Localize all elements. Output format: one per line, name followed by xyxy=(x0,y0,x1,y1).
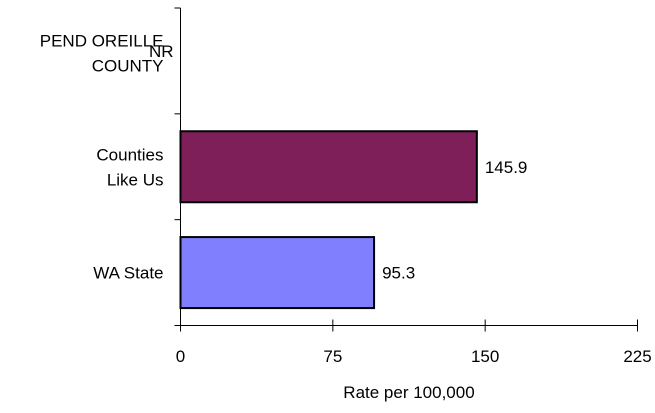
bar xyxy=(179,130,478,204)
y-tick-label: Counties xyxy=(96,145,163,164)
x-tick-label: 150 xyxy=(471,347,499,366)
y-tick-label: COUNTY xyxy=(92,56,164,75)
x-tick-label: 225 xyxy=(623,347,651,366)
y-tick-label: Like Us xyxy=(107,170,164,189)
y-tick-label: WA State xyxy=(93,264,163,283)
x-tick-label: 0 xyxy=(176,347,185,366)
y-tick-label: PEND OREILLE xyxy=(40,31,164,50)
x-axis-title: Rate per 100,000 xyxy=(343,383,474,402)
x-tick-label: 75 xyxy=(323,347,342,366)
data-label: 145.9 xyxy=(485,158,528,177)
bar xyxy=(179,236,376,310)
data-label: NR xyxy=(149,42,174,61)
data-label: 95.3 xyxy=(382,264,415,283)
